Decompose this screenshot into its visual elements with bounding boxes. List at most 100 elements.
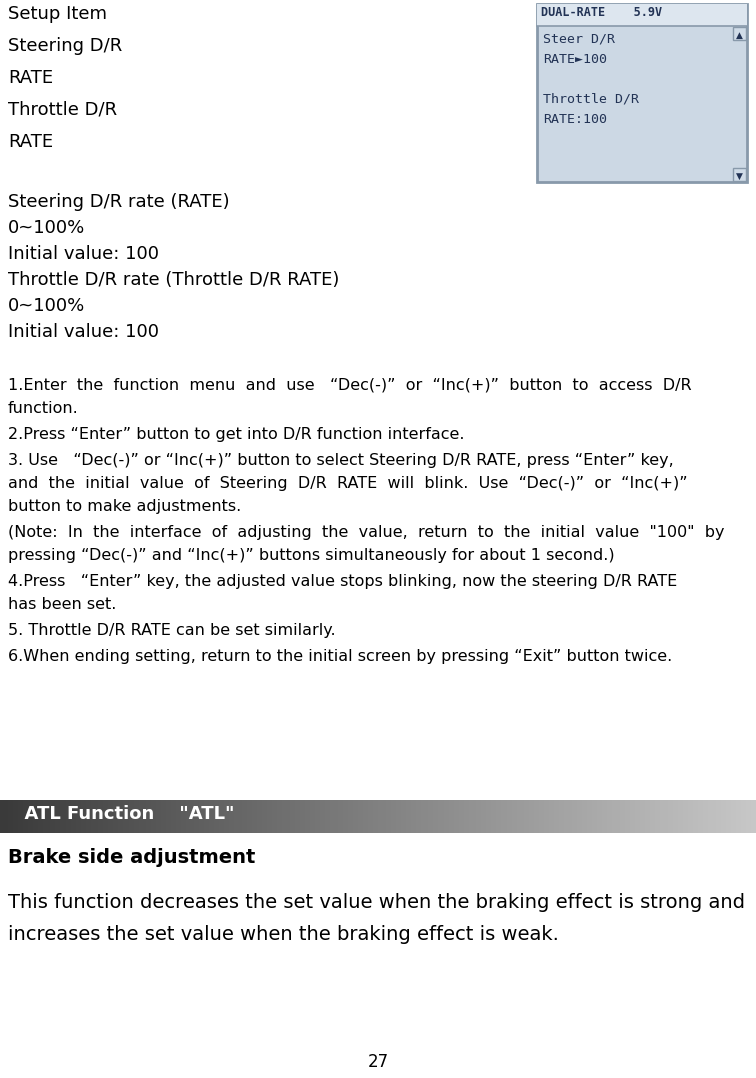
Bar: [308, 800, 311, 833]
Text: and  the  initial  value  of  Steering  D/R  RATE  will  blink.  Use  “Dec(-)”  : and the initial value of Steering D/R RA…: [8, 476, 688, 490]
Bar: [144, 800, 147, 833]
Bar: [60, 800, 64, 833]
Text: RATE: RATE: [8, 69, 53, 87]
Bar: [119, 800, 122, 833]
Bar: [544, 800, 548, 833]
Bar: [282, 800, 286, 833]
Bar: [650, 800, 654, 833]
Bar: [414, 800, 417, 833]
Bar: [257, 800, 261, 833]
Bar: [612, 800, 616, 833]
Text: DUAL-RATE    5.9V: DUAL-RATE 5.9V: [541, 6, 662, 19]
Bar: [350, 800, 354, 833]
Bar: [680, 800, 684, 833]
Bar: [96, 800, 99, 833]
Bar: [370, 800, 374, 833]
Bar: [726, 800, 730, 833]
Text: RATE: RATE: [8, 133, 53, 151]
Bar: [388, 800, 392, 833]
Bar: [610, 800, 613, 833]
Bar: [315, 800, 318, 833]
Bar: [194, 800, 197, 833]
Bar: [562, 800, 565, 833]
Bar: [0, 800, 4, 833]
Bar: [365, 800, 369, 833]
Text: 5. Throttle D/R RATE can be set similarly.: 5. Throttle D/R RATE can be set similarl…: [8, 623, 336, 638]
Bar: [597, 800, 601, 833]
Bar: [305, 800, 308, 833]
Bar: [728, 800, 732, 833]
Bar: [267, 800, 271, 833]
Bar: [40, 800, 44, 833]
Text: ▲: ▲: [736, 31, 743, 40]
Text: RATE►100: RATE►100: [543, 53, 607, 66]
Bar: [199, 800, 203, 833]
Bar: [58, 800, 61, 833]
Bar: [456, 800, 460, 833]
Bar: [531, 800, 535, 833]
Text: 2.Press “Enter” button to get into D/R function interface.: 2.Press “Enter” button to get into D/R f…: [8, 427, 464, 442]
Bar: [395, 800, 399, 833]
Bar: [516, 800, 520, 833]
Bar: [723, 800, 727, 833]
Text: Initial value: 100: Initial value: 100: [8, 323, 159, 341]
Bar: [607, 800, 611, 833]
Bar: [159, 800, 163, 833]
Bar: [116, 800, 119, 833]
Bar: [522, 800, 525, 833]
Bar: [310, 800, 314, 833]
Bar: [45, 800, 49, 833]
Bar: [327, 800, 331, 833]
Text: 27: 27: [367, 1053, 389, 1072]
Bar: [741, 800, 745, 833]
Bar: [169, 800, 172, 833]
Bar: [693, 800, 696, 833]
Bar: [559, 800, 563, 833]
Bar: [293, 800, 296, 833]
Bar: [244, 800, 248, 833]
Bar: [104, 800, 107, 833]
Text: Brake side adjustment: Brake side adjustment: [8, 848, 256, 867]
Bar: [172, 800, 175, 833]
Bar: [376, 800, 379, 833]
Bar: [219, 800, 223, 833]
Bar: [733, 800, 737, 833]
Bar: [237, 800, 240, 833]
Bar: [217, 800, 220, 833]
Bar: [166, 800, 170, 833]
Bar: [640, 800, 643, 833]
Bar: [690, 800, 694, 833]
Bar: [433, 800, 437, 833]
Bar: [187, 800, 190, 833]
Bar: [151, 800, 155, 833]
Bar: [179, 800, 182, 833]
Bar: [121, 800, 125, 833]
Text: ATL Function    "ATL": ATL Function "ATL": [12, 805, 234, 823]
Bar: [718, 800, 722, 833]
Bar: [711, 800, 714, 833]
Bar: [547, 800, 550, 833]
Text: This function decreases the set value when the braking effect is strong and: This function decreases the set value wh…: [8, 893, 745, 912]
Bar: [330, 800, 333, 833]
Bar: [249, 800, 253, 833]
Bar: [91, 800, 94, 833]
Bar: [53, 800, 57, 833]
Bar: [550, 800, 553, 833]
Bar: [222, 800, 225, 833]
Bar: [73, 800, 76, 833]
Bar: [2, 800, 6, 833]
Bar: [161, 800, 165, 833]
Bar: [10, 800, 14, 833]
Bar: [466, 800, 469, 833]
Text: Initial value: 100: Initial value: 100: [8, 245, 159, 263]
Bar: [202, 800, 205, 833]
Bar: [342, 800, 346, 833]
Bar: [426, 800, 429, 833]
Bar: [537, 800, 541, 833]
Bar: [600, 800, 603, 833]
Bar: [499, 800, 503, 833]
Bar: [590, 800, 593, 833]
Bar: [615, 800, 618, 833]
Bar: [618, 800, 621, 833]
Bar: [197, 800, 200, 833]
